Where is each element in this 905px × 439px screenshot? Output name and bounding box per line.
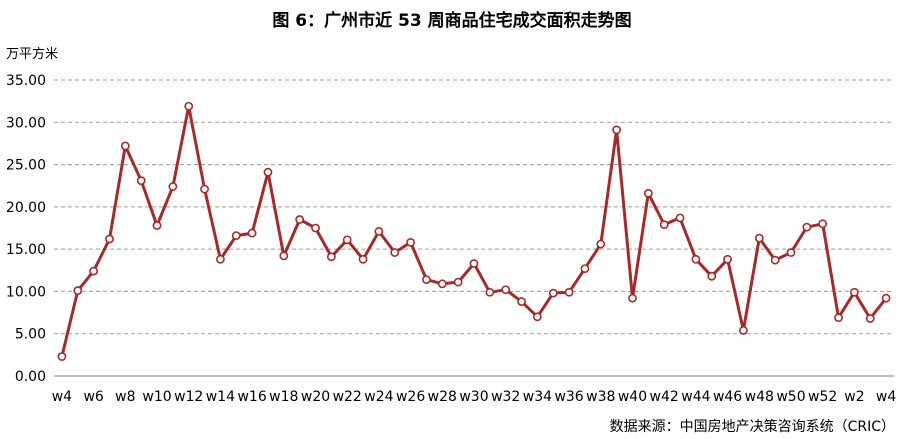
data-point-w14 [216,254,225,264]
x-tick-label: w30 [459,389,488,405]
y-axis-unit-label: 万平方米 [6,46,58,62]
data-point-w31 [485,287,495,297]
x-tick-label: w34 [523,389,552,405]
x-tick-label: w48 [745,389,774,405]
data-point-w2 [849,287,859,297]
x-tick-label: w20 [301,389,330,405]
data-point-w22 [342,235,352,245]
data-point-w15 [231,231,241,241]
x-tick-label: w2 [844,389,864,405]
data-point-w45 [707,271,717,281]
data-point-w29 [453,277,463,287]
data-point-w38 [596,239,606,249]
y-tick-label: 5.00 [15,327,46,343]
data-point-w24 [374,226,384,236]
data-point-w6 [89,266,99,276]
y-tick-label: 15.00 [6,242,46,258]
x-tick-label: w22 [333,389,362,405]
data-points [57,101,891,361]
data-point-w51 [802,222,812,232]
y-tick-label: 10.00 [6,284,46,300]
x-tick-label: w4 [52,389,72,405]
y-tick-label: 35.00 [6,73,46,89]
data-point-w46 [723,254,732,264]
x-tick-label: w46 [713,389,742,405]
data-point-w44 [691,254,701,264]
data-point-w4 [881,293,891,303]
x-tick-label: w52 [808,389,837,405]
x-tick-label: w26 [396,389,425,405]
data-point-w49 [770,255,780,265]
x-tick-label: w40 [618,389,647,405]
data-point-w7 [105,234,114,244]
x-tick-label: w12 [174,389,203,405]
data-point-w19 [295,215,305,224]
x-tick-label: w14 [206,389,235,405]
data-point-w47 [739,325,748,335]
data-point-w9 [136,176,146,186]
x-tick-label: w50 [776,389,805,405]
data-point-w18 [279,251,289,261]
y-tick-label: 0.00 [15,369,46,385]
data-point-w25 [390,248,400,257]
y-tick-label: 20.00 [6,200,46,216]
x-tick-label: w44 [681,389,710,405]
data-point-w28 [437,279,447,289]
x-tick-label: w10 [142,389,171,405]
data-point-w13 [200,184,209,194]
data-point-w37 [580,264,590,273]
data-point-w1 [834,313,843,323]
data-point-w42 [659,220,669,230]
data-point-w40 [628,293,637,303]
y-axis-ticks: 0.00 5.00 10.00 15.00 20.00 25.00 30.00 35.00 [6,73,46,385]
x-tick-label: w42 [650,389,679,405]
data-point-w23 [358,254,368,264]
data-point-w32 [501,285,511,295]
data-point-w3 [865,314,875,323]
data-point-w41 [643,188,653,198]
series-line [60,104,888,357]
x-tick-label: w24 [364,389,393,405]
data-point-w50 [786,248,796,257]
data-point-w11 [168,182,178,191]
data-point-w33 [517,297,526,306]
x-tick-label: w36 [554,389,583,405]
x-tick-label: w6 [83,389,103,405]
data-point-w12 [184,101,194,111]
data-point-w27 [422,275,431,284]
data-point-w21 [326,252,336,262]
data-point-w52 [818,219,828,229]
gridlines [54,79,894,335]
data-point-w10 [152,221,162,230]
x-tick-label: w8 [115,389,135,405]
data-point-w4 [57,352,67,361]
data-point-w8 [120,141,130,151]
x-axis-ticks: w4 w6 w8 w10 w12 w14 w16 w18 w20 w22 w24 w26 w28 w30 w… [52,389,897,405]
x-tick-label: w18 [269,389,298,405]
chart-title: 图 6：广州市近 53 周商品住宅成交面积走势图 [272,10,631,31]
source-note: 数据来源：中国房地产决策咨询系统（CRIC） [610,418,895,435]
data-point-w34 [532,312,542,322]
data-point-w48 [754,233,764,243]
data-point-w17 [263,167,273,177]
data-point-w36 [564,287,574,297]
y-tick-label: 25.00 [6,158,46,174]
y-tick-label: 30.00 [6,115,46,131]
data-point-w30 [469,259,479,268]
data-point-w43 [675,213,685,223]
data-point-w5 [73,286,83,295]
x-tick-label: w38 [586,389,615,405]
x-tick-label: w32 [491,389,520,405]
data-point-w26 [406,237,416,247]
data-point-w16 [247,228,257,238]
x-tick-label: w16 [237,389,266,405]
data-point-w20 [311,223,320,233]
x-tick-label: w28 [428,389,457,405]
data-point-w39 [612,125,622,135]
x-tick-label: w4 [876,389,896,405]
data-point-w35 [548,288,558,298]
